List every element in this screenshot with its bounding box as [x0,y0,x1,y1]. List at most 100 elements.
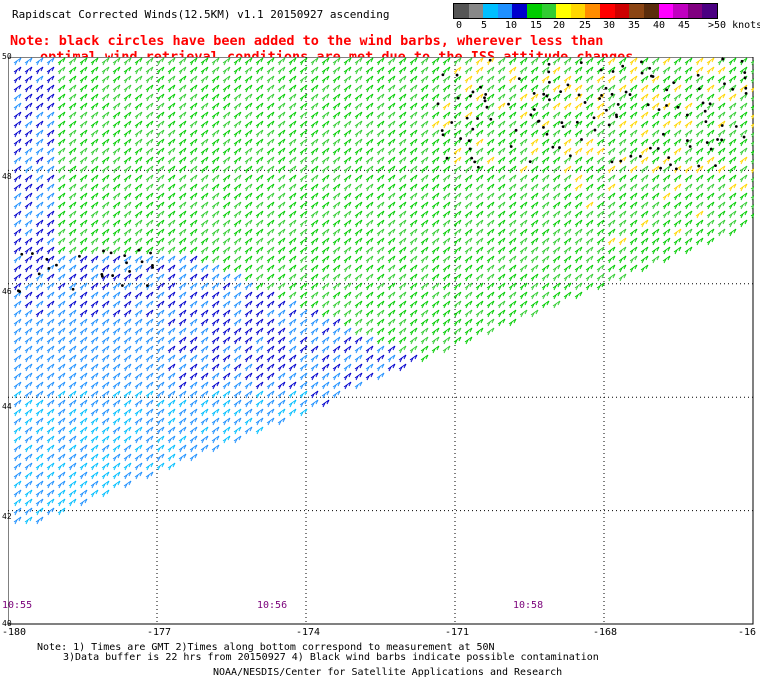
contamination-marker [568,154,572,158]
wind-barb [277,318,286,327]
wind-barb [112,381,121,390]
wind-barb [376,210,385,219]
wind-barb [255,309,264,318]
wind-barb [431,138,440,147]
wind-barb [717,93,726,102]
wind-barb [90,75,99,84]
wind-barb [222,363,231,372]
wind-barb [332,318,341,327]
wind-barb [189,201,198,210]
wind-barb [299,228,308,237]
wind-barb [530,129,539,138]
wind-barb [79,498,88,507]
wind-barb [112,57,121,66]
wind-barb [145,102,154,111]
wind-barb [673,102,682,111]
wind-barb [618,165,627,174]
wind-barb [46,201,55,210]
wind-barb [68,336,77,345]
wind-barb [145,327,154,336]
wind-barb [79,255,88,264]
wind-barb [728,228,737,237]
wind-barb [728,111,737,120]
wind-barb [222,255,231,264]
contamination-marker [743,76,747,80]
wind-barb [200,57,209,66]
wind-barb [189,102,198,111]
wind-barb [13,336,22,345]
wind-barb [90,336,99,345]
contamination-marker [489,117,493,121]
wind-barb [585,219,594,228]
wind-barb [464,291,473,300]
wind-barb [145,381,154,390]
wind-barb [90,489,99,498]
wind-barb [673,210,682,219]
wind-barb [629,183,638,192]
colorbar-label: 15 [530,20,543,31]
wind-barb [398,183,407,192]
wind-barb [651,129,660,138]
wind-barb [585,75,594,84]
wind-barb [90,165,99,174]
wind-barb [332,102,341,111]
wind-barb [453,336,462,345]
wind-barb [13,264,22,273]
wind-barb [123,165,132,174]
wind-barb [409,327,418,336]
wind-barb [376,129,385,138]
wind-barb [453,84,462,93]
wind-barb [13,237,22,246]
wind-barb [497,93,506,102]
wind-barb [277,57,286,66]
wind-barb [266,390,275,399]
wind-barb [277,345,286,354]
wind-barb [420,300,429,309]
wind-barb [244,147,253,156]
wind-barb [695,120,704,129]
wind-barb [354,372,363,381]
wind-barb [211,390,220,399]
wind-barb [68,435,77,444]
wind-barb [486,228,495,237]
wind-barb [321,66,330,75]
wind-barb [497,318,506,327]
wind-barb [200,336,209,345]
wind-barb [35,84,44,93]
wind-barb [68,390,77,399]
wind-barb [13,246,22,255]
wind-barb [508,273,517,282]
wind-barb [475,165,484,174]
wind-barb [189,345,198,354]
wind-barb [200,174,209,183]
wind-barb [35,183,44,192]
wind-barb [750,96,754,102]
wind-barb [35,480,44,489]
wind-barb [486,138,495,147]
wind-barb [398,75,407,84]
wind-barb [552,237,561,246]
wind-barb [156,417,165,426]
colorbar-segment [512,4,528,18]
wind-barb [68,66,77,75]
wind-barb [35,237,44,246]
wind-barb [288,246,297,255]
wind-barb [376,93,385,102]
wind-barb [35,435,44,444]
wind-barb [629,165,638,174]
wind-barb [57,129,66,138]
wind-barb [46,426,55,435]
wind-barb [68,84,77,93]
wind-barb [123,192,132,201]
wind-barb [365,354,374,363]
wind-barb [651,210,660,219]
wind-barb [365,309,374,318]
wind-barb [178,282,187,291]
wind-barb [321,120,330,129]
wind-barb [266,264,275,273]
wind-barb [24,111,33,120]
wind-barb [13,138,22,147]
wind-barb [68,300,77,309]
wind-barb [90,426,99,435]
wind-barb [728,102,737,111]
